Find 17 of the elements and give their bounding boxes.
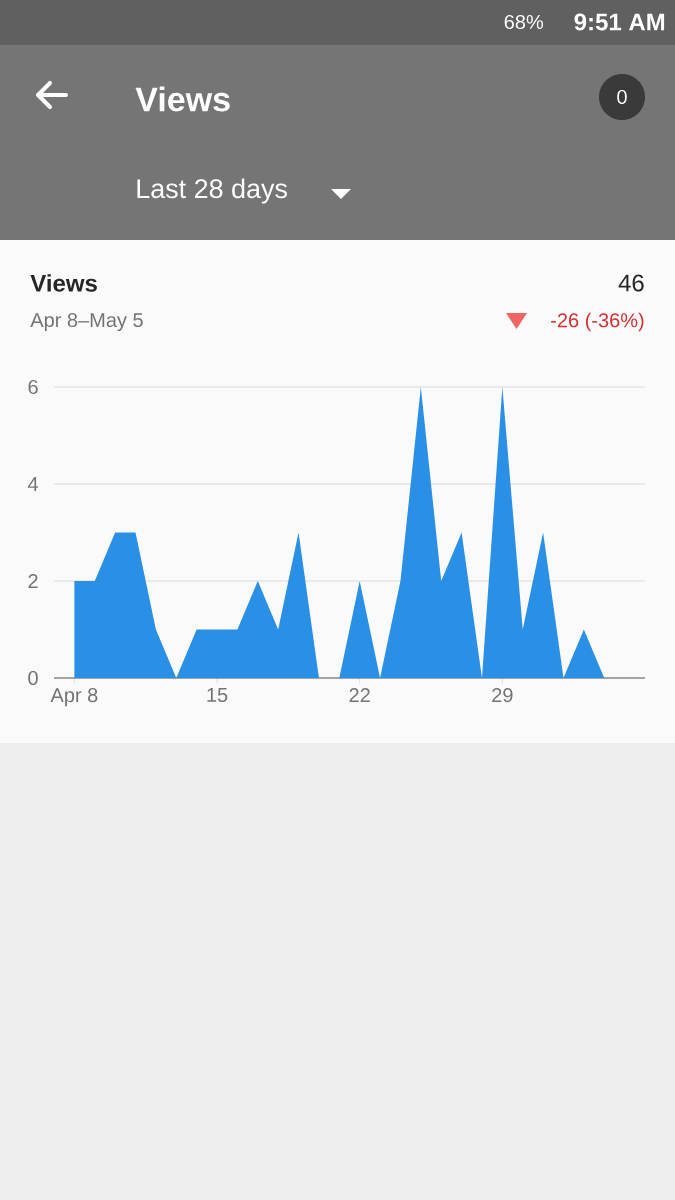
chart-title: Views — [30, 274, 97, 292]
y-tick-label: 2 — [28, 574, 38, 588]
text: 46 — [618, 274, 644, 292]
x-tick-label: 15 — [207, 688, 228, 702]
x-tick-label: Apr 8 — [50, 688, 98, 707]
chart-subtitle: Apr 8–May 5 — [30, 312, 143, 332]
text: 0 — [617, 89, 627, 105]
text: Views — [135, 86, 230, 112]
text: 9:51 AM — [574, 13, 665, 31]
x-tick-label: 22 — [349, 688, 370, 702]
text: -26 (-36%) — [551, 312, 644, 332]
text: 68% — [504, 14, 544, 30]
y-tick-label: 0 — [28, 670, 38, 686]
y-tick-label: 4 — [27, 477, 39, 491]
y-tick-label: 6 — [28, 379, 38, 395]
x-tick-label: 29 — [492, 688, 513, 703]
text: Last 28 days — [137, 178, 287, 204]
